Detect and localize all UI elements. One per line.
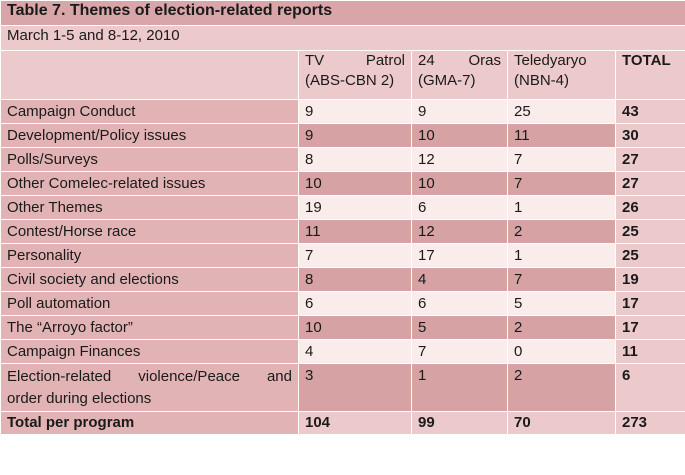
- row-label: Poll automation: [0, 291, 299, 316]
- cell-teledyaryo: 25: [507, 99, 616, 124]
- cell-teledyaryo: 7: [507, 147, 616, 172]
- cell-total: 17: [615, 291, 685, 316]
- cell-tv-patrol: 10: [298, 315, 412, 340]
- cell-24-oras: 5: [411, 315, 508, 340]
- cell-tv-patrol: 9: [298, 99, 412, 124]
- cell-tv-patrol: 11: [298, 219, 412, 244]
- table-row: Polls/Surveys 8 12 7 27: [0, 147, 685, 172]
- cell-tv-patrol: 10: [298, 171, 412, 196]
- cell-tv-patrol: 7: [298, 243, 412, 268]
- cell-teledyaryo: 0: [507, 339, 616, 364]
- table-title: Table 7. Themes of election-related repo…: [0, 0, 685, 26]
- cell-24-oras: 7: [411, 339, 508, 364]
- footer-24-oras: 99: [411, 411, 508, 435]
- header-24-oras: 24 Oras (GMA-7): [411, 50, 508, 100]
- cell-teledyaryo: 5: [507, 291, 616, 316]
- table-row: Contest/Horse race 11 12 2 25: [0, 219, 685, 244]
- table-row: Poll automation 6 6 5 17: [0, 291, 685, 316]
- cell-teledyaryo: 1: [507, 243, 616, 268]
- table-row: Civil society and elections 8 4 7 19: [0, 267, 685, 292]
- cell-24-oras: 1: [411, 363, 508, 412]
- cell-24-oras: 12: [411, 147, 508, 172]
- header-teledyaryo: Teledyaryo (NBN-4): [507, 50, 616, 100]
- cell-total: 27: [615, 147, 685, 172]
- table-row: The “Arroyo factor” 10 5 2 17: [0, 315, 685, 340]
- row-label: Other Comelec-related issues: [0, 171, 299, 196]
- cell-teledyaryo: 7: [507, 171, 616, 196]
- header-blank: [0, 50, 299, 100]
- cell-tv-patrol: 4: [298, 339, 412, 364]
- footer-tv-patrol: 104: [298, 411, 412, 435]
- cell-teledyaryo: 7: [507, 267, 616, 292]
- cell-24-oras: 17: [411, 243, 508, 268]
- row-label: Development/Policy issues: [0, 123, 299, 148]
- cell-total: 6: [615, 363, 685, 412]
- footer-row: Total per program 104 99 70 273: [0, 411, 685, 435]
- row-label: Other Themes: [0, 195, 299, 220]
- cell-tv-patrol: 9: [298, 123, 412, 148]
- cell-total: 17: [615, 315, 685, 340]
- row-label: Personality: [0, 243, 299, 268]
- table-subtitle: March 1-5 and 8-12, 2010: [0, 25, 685, 51]
- footer-total: 273: [615, 411, 685, 435]
- cell-tv-patrol: 8: [298, 147, 412, 172]
- cell-teledyaryo: 2: [507, 315, 616, 340]
- cell-24-oras: 12: [411, 219, 508, 244]
- table-row: Development/Policy issues 9 10 11 30: [0, 123, 685, 148]
- cell-tv-patrol: 6: [298, 291, 412, 316]
- footer-teledyaryo: 70: [507, 411, 616, 435]
- cell-24-oras: 4: [411, 267, 508, 292]
- table-row: Campaign Finances 4 7 0 11: [0, 339, 685, 364]
- row-label: Election-related violence/Peace and order …: [0, 363, 299, 412]
- cell-total: 26: [615, 195, 685, 220]
- cell-teledyaryo: 2: [507, 219, 616, 244]
- table-row: Campaign Conduct 9 9 25 43: [0, 99, 685, 124]
- cell-total: 11: [615, 339, 685, 364]
- cell-24-oras: 6: [411, 195, 508, 220]
- header-row: TV Patrol (ABS-CBN 2) 24 Oras (GMA-7) Tele…: [0, 50, 685, 100]
- cell-tv-patrol: 3: [298, 363, 412, 412]
- row-label: Polls/Surveys: [0, 147, 299, 172]
- cell-teledyaryo: 2: [507, 363, 616, 412]
- cell-tv-patrol: 19: [298, 195, 412, 220]
- cell-tv-patrol: 8: [298, 267, 412, 292]
- row-label: Campaign Finances: [0, 339, 299, 364]
- cell-total: 25: [615, 219, 685, 244]
- row-label: Campaign Conduct: [0, 99, 299, 124]
- cell-24-oras: 9: [411, 99, 508, 124]
- header-total: TOTAL: [615, 50, 685, 100]
- table-row: Other Comelec-related issues 10 10 7 27: [0, 171, 685, 196]
- cell-total: 19: [615, 267, 685, 292]
- cell-24-oras: 6: [411, 291, 508, 316]
- cell-teledyaryo: 11: [507, 123, 616, 148]
- row-label: The “Arroyo factor”: [0, 315, 299, 340]
- row-label: Civil society and elections: [0, 267, 299, 292]
- cell-total: 25: [615, 243, 685, 268]
- cell-total: 43: [615, 99, 685, 124]
- table-row: Personality 7 17 1 25: [0, 243, 685, 268]
- themes-table: Table 7. Themes of election-related repo…: [0, 0, 685, 435]
- cell-total: 30: [615, 123, 685, 148]
- table-row: Election-related violence/Peace and order …: [0, 363, 685, 412]
- cell-total: 27: [615, 171, 685, 196]
- cell-24-oras: 10: [411, 123, 508, 148]
- cell-teledyaryo: 1: [507, 195, 616, 220]
- footer-label: Total per program: [0, 411, 299, 435]
- table-row: Other Themes 19 6 1 26: [0, 195, 685, 220]
- header-tv-patrol: TV Patrol (ABS-CBN 2): [298, 50, 412, 100]
- row-label: Contest/Horse race: [0, 219, 299, 244]
- cell-24-oras: 10: [411, 171, 508, 196]
